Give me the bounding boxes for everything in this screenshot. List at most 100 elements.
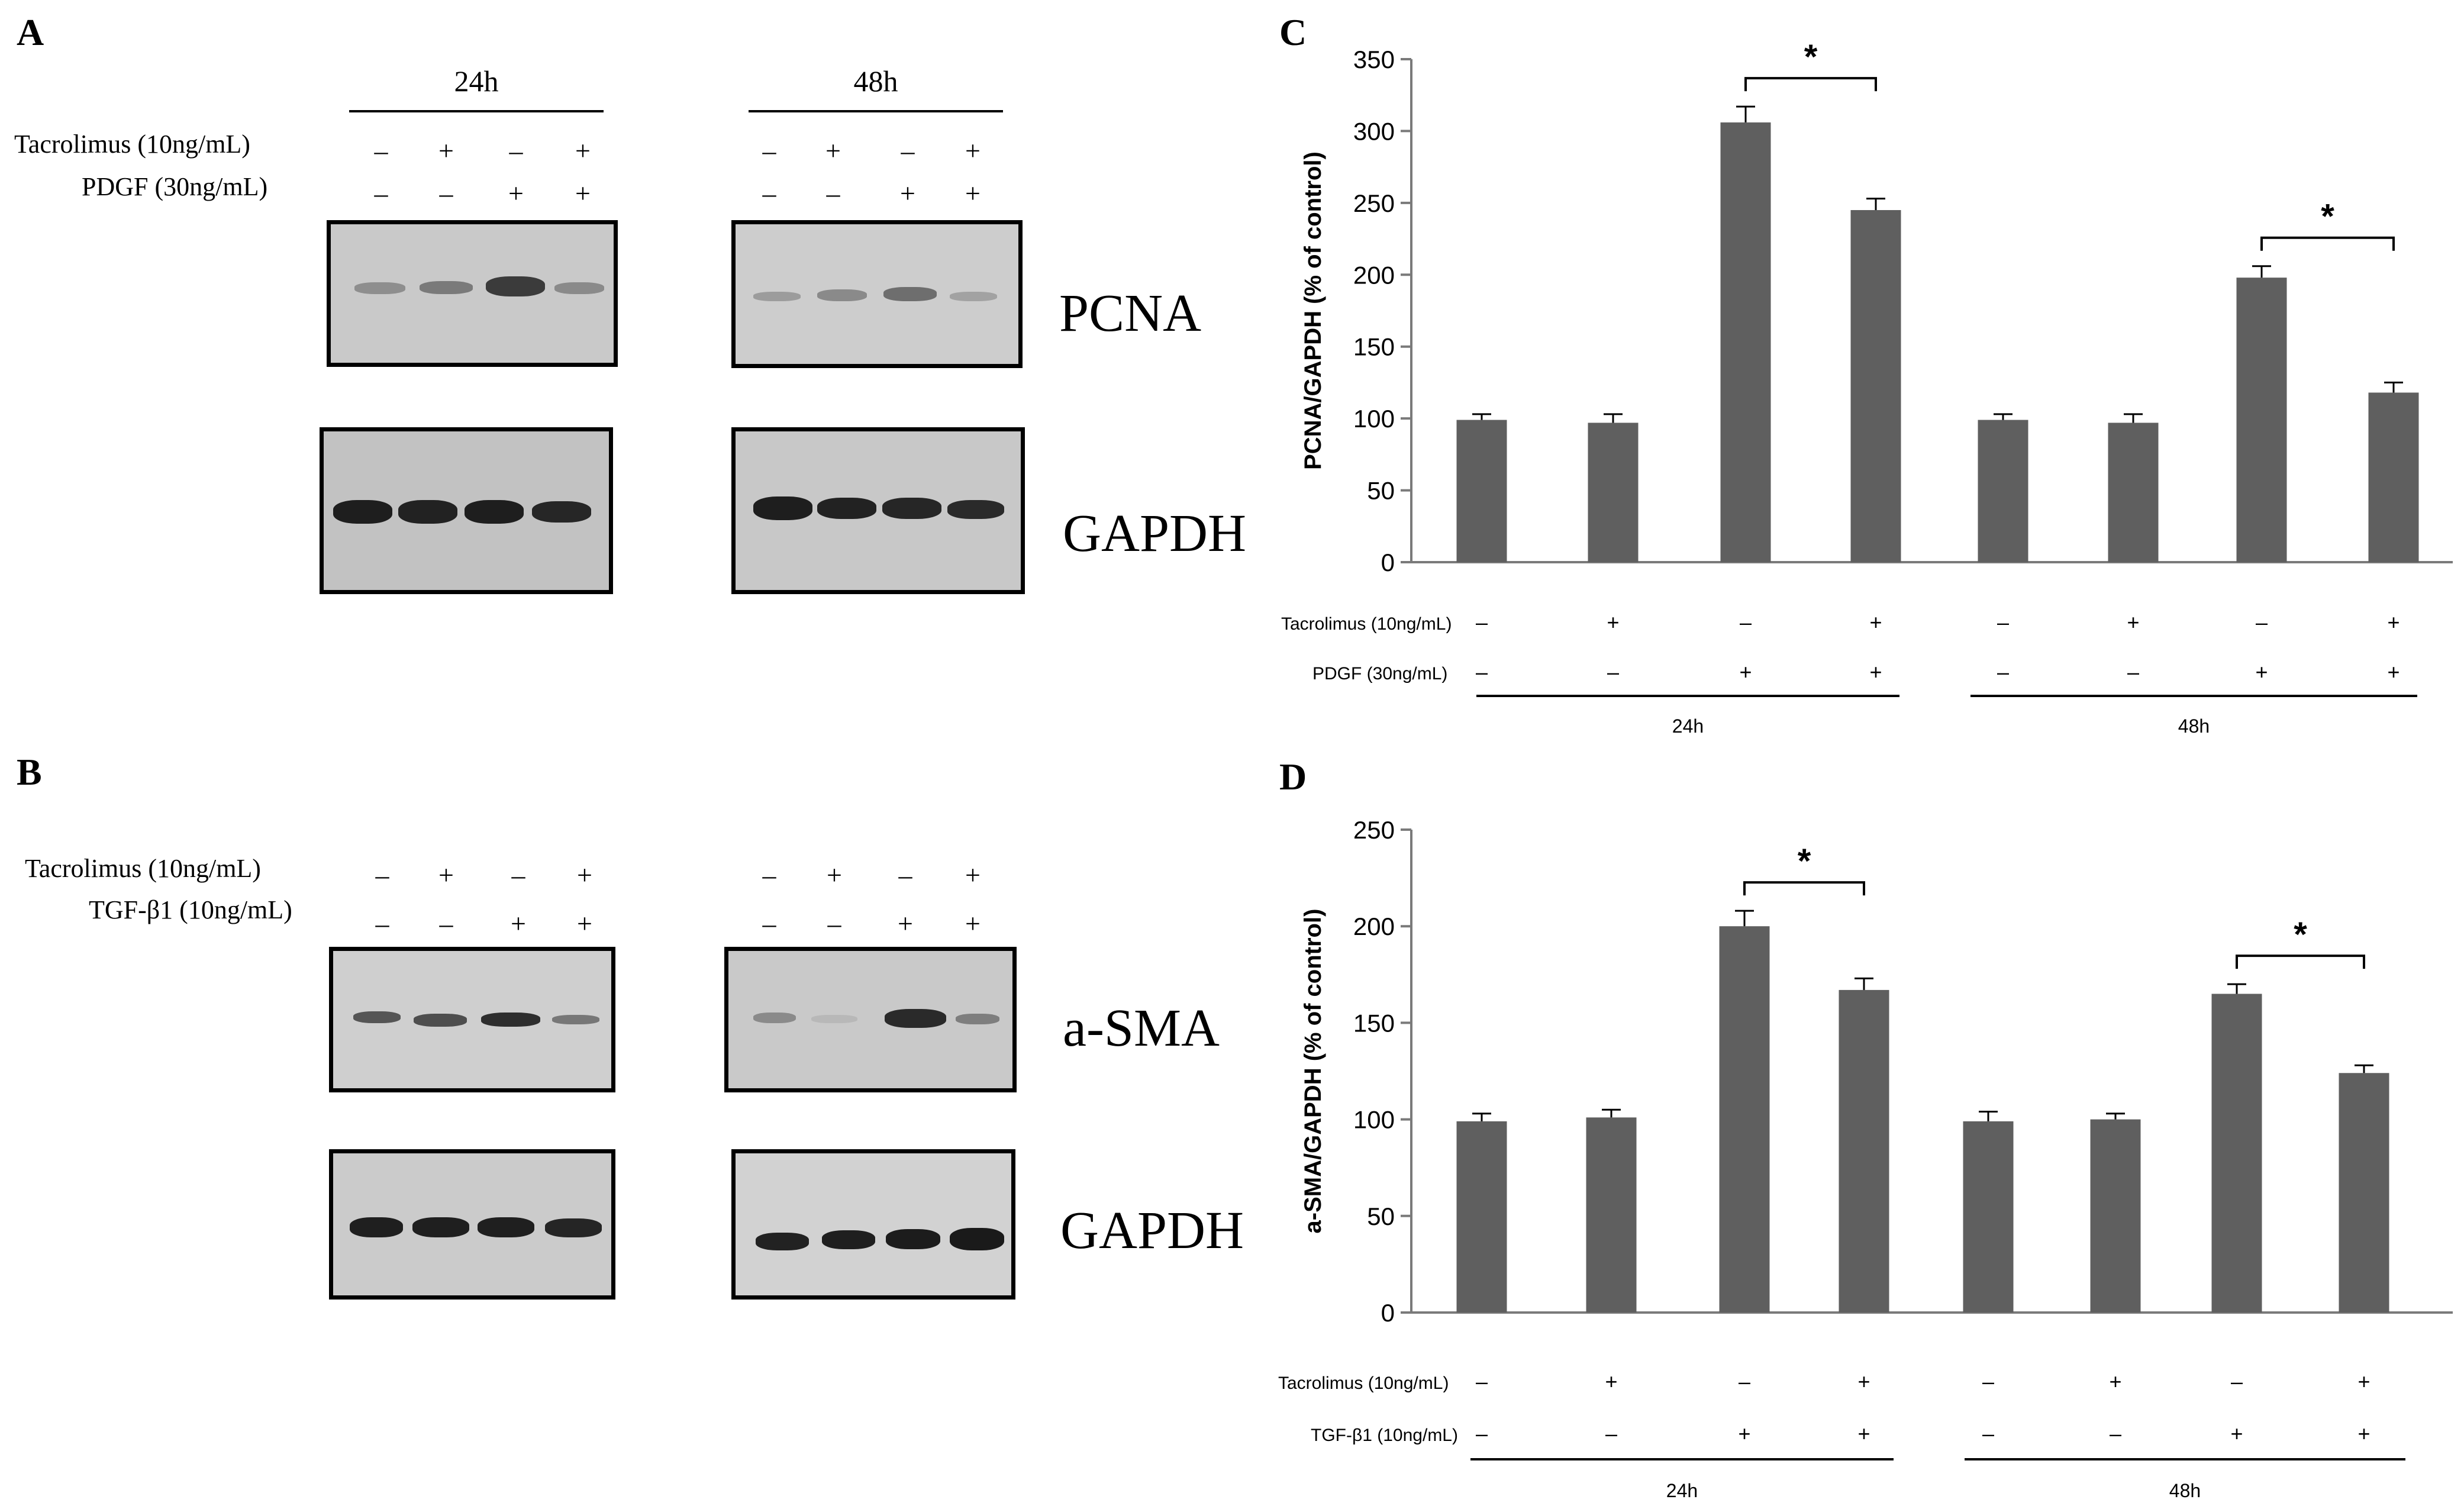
band (753, 496, 812, 520)
band (822, 1230, 875, 1249)
chart-c-significance-star: * (2321, 198, 2334, 236)
chart-c-bar (1456, 420, 1507, 562)
chart-d-row2-sign: + (2357, 1421, 2370, 1446)
chart-c-row1-sign: + (1869, 610, 1882, 634)
protein-label-gapdh-b: GAPDH (1060, 1201, 1244, 1260)
panel-label-b: B (17, 751, 42, 793)
chart-c-y-tick-label: 150 (1353, 333, 1395, 361)
chart-d-significance-bracket (1743, 881, 1865, 896)
chart-d-row2-label: TGF-β1 (10ng/mL) (1311, 1426, 1458, 1445)
sign-a-r1-24-1: – (374, 136, 388, 166)
protein-label-pcna: PCNA (1059, 284, 1202, 343)
time-label-48h: 48h (853, 65, 898, 98)
sign-b-r2-24-1: – (375, 908, 389, 939)
sign-b-r1-48-2: + (827, 860, 842, 890)
blot-gapdh-b-48h (731, 1149, 1015, 1300)
chart-d-row2-sign: – (1476, 1421, 1488, 1446)
sign-a-r2-48-4: + (965, 178, 981, 208)
chart-c-row2-sign: – (1476, 660, 1488, 684)
blot-gapdh-b-24h (329, 1149, 615, 1300)
chart-c-significance-bracket (2260, 236, 2395, 251)
chart-c-bar (1978, 420, 2028, 562)
chart-c-row1-sign: + (2387, 610, 2400, 634)
chart-c-row2-sign: – (1607, 660, 1619, 684)
chart-d-row1-sign: + (2109, 1369, 2121, 1394)
pdgf-label-a: PDGF (30ng/mL) (82, 172, 268, 201)
chart-c-y-tick-label: 0 (1381, 549, 1395, 576)
blot-gapdh-a-24h (320, 427, 613, 594)
chart-c-row1-sign: – (1997, 610, 2009, 634)
band (753, 292, 801, 301)
chart-c-row1-sign: – (1740, 610, 1752, 634)
chart-d-row2-sign: + (1738, 1421, 1750, 1446)
band (956, 1014, 999, 1024)
band (478, 1217, 534, 1237)
band (817, 289, 867, 301)
band (811, 1015, 857, 1023)
chart-d-bar (1839, 989, 1889, 1313)
chart-c-significance-star: * (1804, 38, 1818, 76)
sign-a-r2-24-1: – (374, 178, 388, 208)
band (756, 1233, 809, 1250)
sign-a-r1-48-1: – (762, 136, 776, 166)
chart-d-row1-label: Tacrolimus (10ng/mL) (1278, 1373, 1449, 1393)
band (398, 500, 457, 524)
tgfb1-label-b: TGF-β1 (10ng/mL) (89, 895, 292, 924)
chart-d-y-axis-title: a-SMA/GAPDH (% of control) (1300, 909, 1326, 1234)
chart-c-y-tick-label: 100 (1353, 405, 1395, 433)
band (333, 500, 392, 524)
band (412, 1217, 469, 1237)
chart-d-row1-sign: – (1739, 1369, 1750, 1394)
panel-label-c: C (1279, 11, 1307, 53)
chart-c-row2-sign: + (1869, 660, 1882, 684)
chart-d-row1-sign: – (2231, 1369, 2243, 1394)
band (552, 1015, 599, 1024)
sign-a-r2-24-3: + (508, 178, 524, 208)
sign-a-r2-48-1: – (762, 178, 776, 208)
blot-pcna-24h (327, 220, 618, 367)
chart-d-row2-sign: – (1605, 1421, 1617, 1446)
band (883, 287, 937, 301)
chart-d-bar (1586, 1117, 1637, 1313)
sign-b-r2-24-3: + (511, 908, 526, 939)
chart-d-bar (1719, 926, 1770, 1313)
chart-c-y-tick-label: 250 (1353, 189, 1395, 217)
chart-d-significance-star: * (2294, 915, 2307, 954)
chart-d-bar (1963, 1121, 2014, 1313)
chart-c-row1-label: Tacrolimus (10ng/mL) (1281, 614, 1452, 634)
chart-d-row2-sign: + (1857, 1421, 1870, 1446)
chart-d-row1-sign: – (1476, 1369, 1488, 1394)
sign-b-r2-48-2: – (827, 908, 841, 939)
chart-d-y-tick-label: 250 (1353, 816, 1395, 844)
chart-d-row2-sign: – (2110, 1421, 2121, 1446)
chart-d-row1-sign: + (1605, 1369, 1617, 1394)
chart-c-row1-sign: + (1607, 610, 1619, 634)
chart-d-bar (2211, 994, 2262, 1313)
chart-c-significance-bracket (1744, 77, 1877, 92)
band (545, 1218, 602, 1237)
chart-d-bar (2339, 1073, 2389, 1313)
chart-c-y-tick-label: 350 (1353, 46, 1395, 73)
sign-a-r1-24-4: + (575, 136, 591, 166)
chart-d-row1-sign: + (1857, 1369, 1870, 1394)
tacrolimus-label-b: Tacrolimus (10ng/mL) (25, 854, 261, 883)
blot-pcna-48h (731, 220, 1023, 368)
chart-d-bar (2090, 1119, 2141, 1313)
chart-c-group-label: 48h (2178, 715, 2210, 737)
sign-b-r2-24-4: + (577, 908, 592, 939)
band (481, 1013, 540, 1027)
chart-c-y-axis-title: PCNA/GAPDH (% of control) (1300, 151, 1326, 470)
chart-d-significance-star: * (1798, 842, 1811, 881)
sign-b-r1-48-3: – (898, 860, 912, 890)
band (950, 292, 997, 301)
chart-c-bar (2108, 423, 2159, 562)
sign-b-r2-48-4: + (965, 908, 981, 939)
band (353, 1011, 401, 1023)
band (753, 1013, 796, 1023)
sign-b-r2-48-3: + (898, 908, 913, 939)
band (350, 1217, 403, 1237)
time-underline-48h (749, 110, 1003, 112)
chart-d-row2-sign: – (1982, 1421, 1994, 1446)
band (420, 281, 473, 294)
